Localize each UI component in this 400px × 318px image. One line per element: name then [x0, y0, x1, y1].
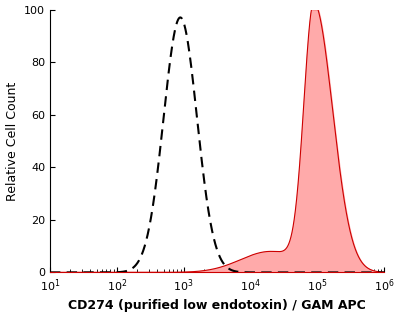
Y-axis label: Relative Cell Count: Relative Cell Count [6, 81, 18, 201]
X-axis label: CD274 (purified low endotoxin) / GAM APC: CD274 (purified low endotoxin) / GAM APC [68, 300, 366, 313]
